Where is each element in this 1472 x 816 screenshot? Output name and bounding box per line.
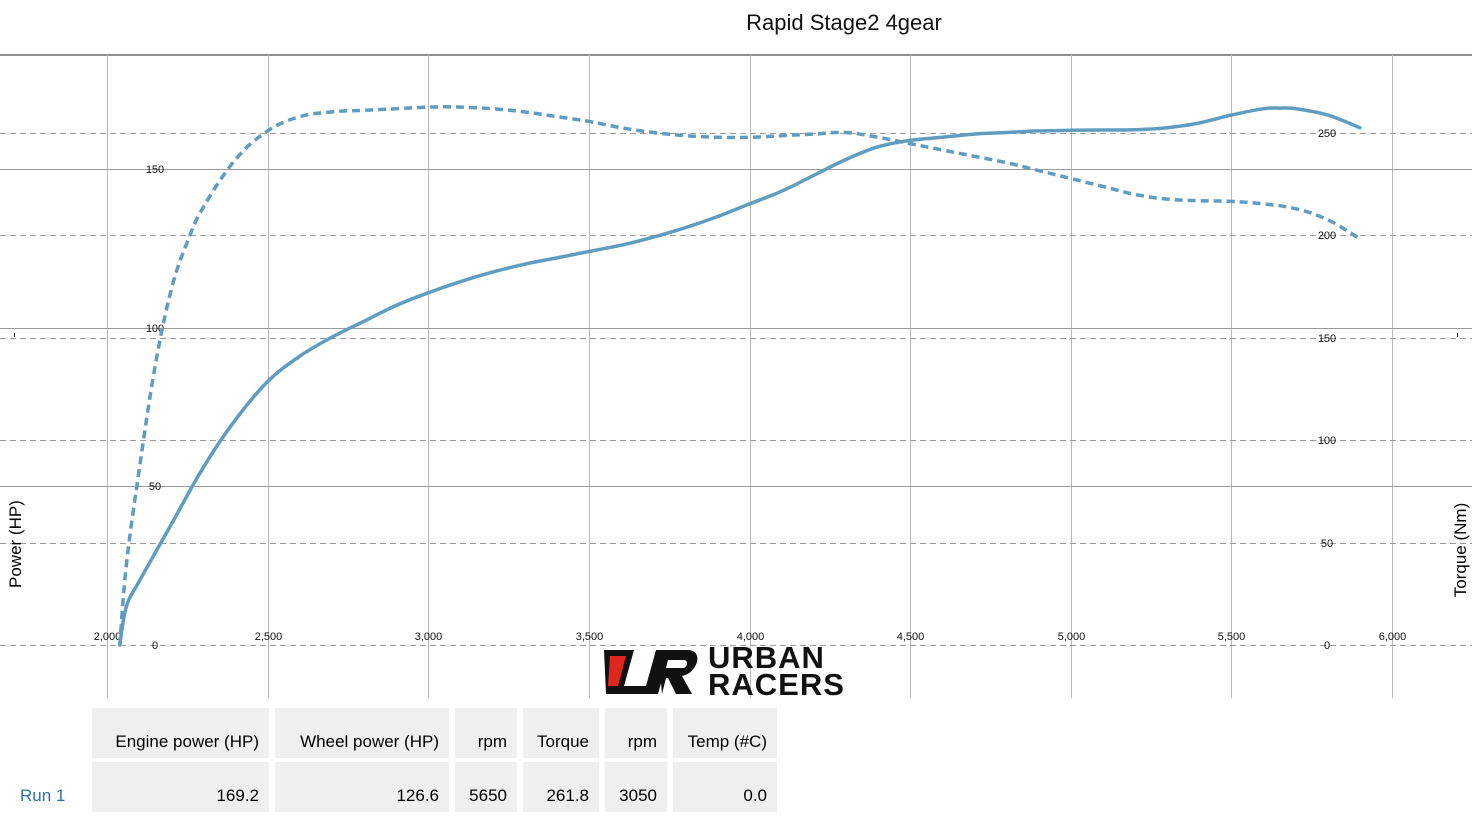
y-left-tick-label: 150	[146, 164, 164, 176]
y-right-tick-label: 150	[1318, 333, 1336, 345]
y-axis-right-label: Torque (Nm)	[1451, 502, 1470, 598]
y-left-tick-label: 100	[146, 323, 164, 335]
torque-value: 261.8	[523, 762, 599, 812]
header-power-rpm: rpm	[455, 708, 517, 758]
results-corner-cell	[10, 708, 86, 758]
torque-rpm-value: 3050	[605, 762, 667, 812]
results-table: Engine power (HP) Wheel power (HP) rpm T…	[4, 704, 783, 816]
y-axis-left-label: Power (HP)	[6, 500, 25, 588]
x-tick-label: 3,000	[415, 631, 443, 643]
chart-title: Rapid Stage2 4gear	[746, 10, 942, 35]
y-right-tick-label: 100	[1318, 435, 1336, 447]
header-engine-power: Engine power (HP)	[92, 708, 269, 758]
table-row: Run 1 169.2 126.6 5650 261.8 3050 0.0	[10, 762, 777, 812]
dyno-chart: 2,000 2,500 3,000 3,500 4,000 4,500 5,000 5,500…	[0, 54, 1472, 698]
x-tick-label: 3,500	[576, 631, 604, 643]
x-tick-label: 6,000	[1379, 631, 1407, 643]
x-tick-label: 4,000	[737, 631, 765, 643]
series-line-solid	[118, 106, 1362, 647]
grid-layer	[0, 54, 1472, 698]
x-tick-label: 5,500	[1218, 631, 1246, 643]
y-right-tick-label: 200	[1318, 230, 1336, 242]
power-rpm-value: 5650	[455, 762, 517, 812]
x-tick-label: 4,500	[897, 631, 925, 643]
ur-logo-mark-icon	[604, 650, 698, 694]
urban-racers-logo: URBAN RACERS	[596, 640, 902, 702]
series-line-dashed	[118, 105, 1361, 646]
header-torque-rpm: rpm	[605, 708, 667, 758]
y-right-tick-label: 50	[1321, 538, 1333, 550]
y-right-tick-label: 250	[1318, 128, 1336, 140]
y-right-tick-label: 0	[1324, 640, 1330, 652]
results-header-row: Engine power (HP) Wheel power (HP) rpm T…	[10, 708, 777, 758]
logo-text-urban: URBAN	[708, 640, 825, 675]
x-tick-label: 2,500	[255, 631, 283, 643]
y-left-tick-label: 50	[149, 481, 161, 493]
logo-text-racers: RACERS	[708, 667, 845, 702]
run-label-link[interactable]: Run 1	[20, 786, 66, 805]
engine-power-value: 169.2	[92, 762, 269, 812]
y-left-tick-label: 0	[152, 640, 158, 652]
header-temp: Temp (#C)	[673, 708, 777, 758]
tick-layer: 2,000 2,500 3,000 3,500 4,000 4,500 5,000 5,500…	[94, 128, 1407, 652]
header-wheel-power: Wheel power (HP)	[275, 708, 449, 758]
header-torque: Torque	[523, 708, 599, 758]
series-layer	[118, 105, 1362, 647]
x-tick-label: 5,000	[1058, 631, 1086, 643]
temp-value: 0.0	[673, 762, 777, 812]
wheel-power-value: 126.6	[275, 762, 449, 812]
x-tick-label: 2,000	[94, 631, 122, 643]
